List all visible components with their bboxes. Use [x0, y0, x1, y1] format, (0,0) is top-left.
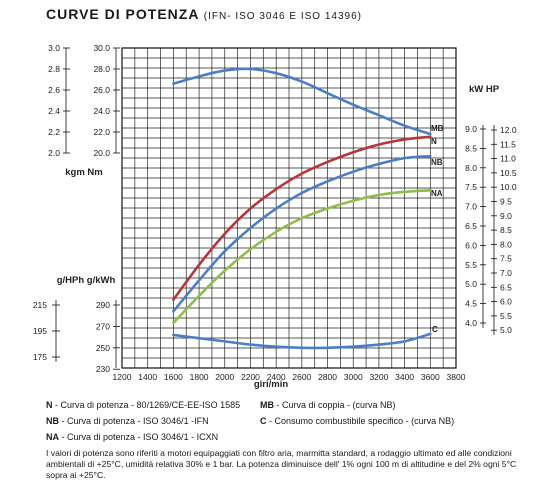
x-tick-label: 1400 — [138, 372, 157, 382]
torque-kgm-tick: 2.6 — [48, 85, 60, 95]
legend-text-mb: - Curva di coppia - (curva NB) — [276, 400, 396, 410]
legend-text-na: - Curva di potenza - ISO 3046/1 - ICXN — [61, 432, 219, 442]
cons-ghph-tick: 195 — [33, 326, 47, 336]
power-curves-chart: 1200 1400 1600 1800 2000 2200 2400 2600 2800 3000… — [33, 43, 517, 390]
power-kw-tick: 9.0 — [465, 124, 477, 134]
cons-gkwh-tick: 270 — [96, 321, 110, 331]
power-kw-tick: 4.5 — [465, 299, 477, 309]
x-tick-label: 3000 — [344, 372, 363, 382]
power-kw-tick: 7.0 — [465, 202, 477, 212]
title-main: CURVE DI POTENZA — [46, 6, 199, 22]
power-kw-tick: 4.0 — [465, 318, 477, 328]
series-label-n: N — [431, 137, 437, 146]
series-label-na: NA — [431, 189, 443, 198]
x-tick-label: 1600 — [164, 372, 183, 382]
x-tick-label: 2800 — [318, 372, 337, 382]
power-hp-tick: 8.0 — [500, 239, 512, 249]
torque-kgm-tick: 2.8 — [48, 64, 60, 74]
torque-nm-tick: 28.0 — [93, 64, 110, 74]
chart-title: CURVE DI POTENZA (IFN- ISO 3046 E ISO 14… — [46, 6, 362, 22]
power-kw-tick: 8.0 — [465, 163, 477, 173]
x-tick-label: 1800 — [190, 372, 209, 382]
legend-item-n: N - Curva di potenza - 80/1269/CE-EE-ISO… — [46, 397, 240, 414]
series-line-na — [172, 189, 432, 325]
power-kw-tick: 5.0 — [465, 279, 477, 289]
legend-item-nb: NB - Curva di potenza - ISO 3046/1 -IFN — [46, 413, 209, 430]
power-kw-tick: 7.5 — [465, 182, 477, 192]
series-line-c — [172, 332, 432, 350]
legend-key-mb: MB — [260, 400, 274, 410]
cons-ghph-tick: 215 — [33, 300, 47, 310]
x-tick-label: 2200 — [241, 372, 260, 382]
plot-frame — [121, 47, 457, 369]
series-line-mb — [172, 67, 432, 136]
legend-key-na: NA — [46, 432, 59, 442]
power-hp-tick: 5.5 — [500, 311, 512, 321]
power-hp-tick: 6.5 — [500, 282, 512, 292]
series-line-nb — [172, 154, 432, 313]
cons-gkwh-tick: 230 — [96, 364, 110, 374]
legend-key-c: C — [260, 416, 267, 426]
torque-kgm-tick: 2.2 — [48, 127, 60, 137]
power-hp-tick: 8.5 — [500, 225, 512, 235]
power-hp-tick: 6.0 — [500, 297, 512, 307]
x-axis-label: giri/min — [254, 379, 289, 390]
torque-kgm-tick: 2.4 — [48, 106, 60, 116]
x-tick-label: 3600 — [421, 372, 440, 382]
power-kw-tick: 5.5 — [465, 260, 477, 270]
x-tick-label: 1200 — [113, 372, 132, 382]
series-label-nb: NB — [431, 158, 443, 167]
torque-nm-tick: 20.0 — [93, 148, 110, 158]
legend-text-c: - Consumo combustibile specifico - (curv… — [269, 416, 455, 426]
power-kw-tick: 8.5 — [465, 143, 477, 153]
x-tick-label: 3800 — [447, 372, 466, 382]
power-kw-tick: 6.0 — [465, 240, 477, 250]
torque-kgm-tick: 2.0 — [48, 148, 60, 158]
x-tick-label: 2400 — [267, 372, 286, 382]
power-hp-tick: 9.0 — [500, 211, 512, 221]
legend-item-c: C - Consumo combustibile specifico - (cu… — [260, 413, 454, 430]
legend-key-nb: NB — [46, 416, 59, 426]
power-hp-tick: 10.5 — [500, 168, 517, 178]
legend-key-n: N — [46, 400, 53, 410]
torque-nm-tick: 22.0 — [93, 127, 110, 137]
cons-gkwh-tick: 250 — [96, 343, 110, 353]
cons-ghph-tick: 175 — [33, 352, 47, 362]
torque-nm-tick: 30.0 — [93, 43, 110, 53]
series-label-mb: MB — [431, 124, 444, 133]
cons-gkwh-tick: 290 — [96, 300, 110, 310]
power-hp-tick: 7.5 — [500, 254, 512, 264]
torque-nm-tick: 24.0 — [93, 106, 110, 116]
power-axis-label: kW HP — [469, 84, 500, 95]
torque-axis-label: kgm Nm — [65, 167, 102, 178]
power-kw-tick: 6.5 — [465, 221, 477, 231]
legend-item-mb: MB - Curva di coppia - (curva NB) — [260, 397, 396, 414]
series-label-c: C — [432, 325, 438, 334]
power-hp-tick: 11.5 — [500, 139, 516, 149]
title-subtitle: (IFN- ISO 3046 E ISO 14396) — [203, 11, 362, 22]
torque-nm-tick: 26.0 — [93, 85, 110, 95]
series-line-n — [172, 135, 432, 302]
legend-item-na: NA - Curva di potenza - ISO 3046/1 - ICX… — [46, 429, 218, 446]
x-tick-label: 2000 — [215, 372, 234, 382]
power-hp-tick: 9.5 — [500, 197, 512, 207]
power-hp-tick: 5.0 — [500, 325, 512, 335]
legend-text-nb: - Curva di potenza - ISO 3046/1 -IFN — [61, 416, 209, 426]
x-tick-label: 2600 — [292, 372, 311, 382]
legend-text-n: - Curva di potenza - 80/1269/CE-EE-ISO 1… — [55, 400, 241, 410]
power-hp-tick: 10.0 — [500, 182, 517, 192]
torque-kgm-tick: 3.0 — [48, 43, 60, 53]
footnote: I valori di potenza sono riferiti a moto… — [46, 448, 517, 480]
power-hp-tick: 12.0 — [500, 125, 517, 135]
x-tick-label: 3200 — [369, 372, 388, 382]
x-tick-label: 3400 — [395, 372, 414, 382]
power-hp-tick: 7.0 — [500, 268, 512, 278]
power-hp-tick: 11.0 — [500, 154, 516, 164]
consumption-axis-label: g/HPh g/kWh — [57, 275, 116, 286]
